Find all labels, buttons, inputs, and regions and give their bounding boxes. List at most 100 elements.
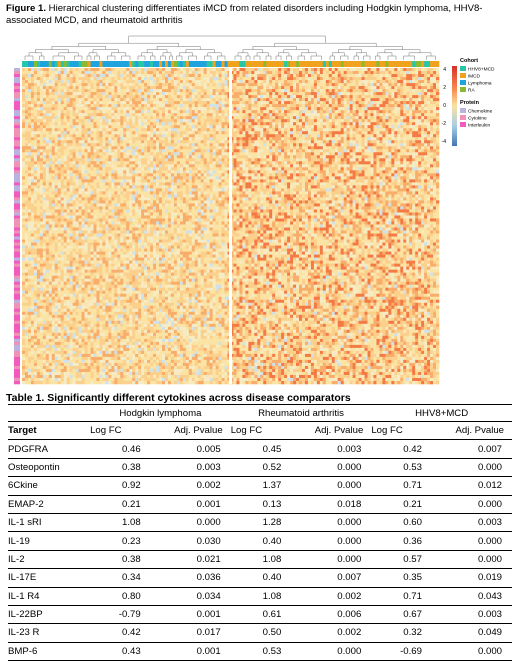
column-dendrogram: [25, 36, 436, 60]
pvalue-cell: 0.002: [283, 624, 371, 642]
logfc-header: Log FC: [371, 422, 424, 440]
logfc-cell: 0.67: [371, 605, 424, 623]
logfc-cell: 0.43: [90, 642, 143, 660]
logfc-cell: 1.08: [231, 587, 284, 605]
pvalue-cell: 0.030: [143, 532, 231, 550]
logfc-cell: 0.61: [231, 605, 284, 623]
pvalue-cell: 0.017: [143, 624, 231, 642]
logfc-cell: 0.32: [371, 624, 424, 642]
pvalue-cell: 0.018: [283, 495, 371, 513]
legend-label-cytokine: Cytokine: [468, 116, 487, 122]
heatmap-figure: Cohort HHV8+MCD iMCD Lymphoma RA 4 2 0 -…: [0, 0, 520, 392]
legend-label-lymphoma: Lymphoma: [468, 81, 492, 87]
logfc-cell: 0.71: [371, 477, 424, 495]
legend-label-chemokine: Chemokine: [468, 109, 493, 115]
pval-header: Adj. Pvalue: [143, 422, 231, 440]
pvalue-cell: 0.000: [283, 550, 371, 568]
cohort-annotation-bar: [22, 61, 439, 67]
logfc-cell: 0.46: [90, 440, 143, 458]
group-header-hodgkin: Hodgkin lymphoma: [90, 405, 231, 422]
target-cell: 6Ckine: [8, 477, 90, 495]
target-cell: IL-1 sRI: [8, 513, 90, 531]
legend-cohort-title: Cohort: [460, 58, 478, 64]
pvalue-cell: 0.034: [143, 587, 231, 605]
legend-swatch-chemokine: [460, 108, 466, 113]
results-table: Hodgkin lymphoma Rheumatoid arthritis HH…: [8, 404, 512, 661]
scale-tick-neg2: -2: [442, 121, 447, 127]
pvalue-cell: 0.001: [143, 495, 231, 513]
pvalue-cell: 0.001: [143, 642, 231, 660]
pvalue-cell: 0.036: [143, 569, 231, 587]
pvalue-cell: 0.000: [424, 532, 512, 550]
logfc-cell: 0.60: [371, 513, 424, 531]
pvalue-cell: 0.002: [283, 587, 371, 605]
logfc-cell: 0.21: [371, 495, 424, 513]
target-cell: EMAP-2: [8, 495, 90, 513]
pvalue-cell: 0.000: [424, 642, 512, 660]
pvalue-cell: 0.007: [424, 440, 512, 458]
pvalue-cell: 0.007: [283, 569, 371, 587]
legend-swatch-interleukin: [460, 122, 466, 127]
pvalue-cell: 0.003: [424, 605, 512, 623]
protein-annotation-bar: [14, 68, 20, 384]
pvalue-cell: 0.000: [283, 513, 371, 531]
logfc-cell: 0.45: [231, 440, 284, 458]
pvalue-cell: 0.005: [143, 440, 231, 458]
logfc-cell: -0.69: [371, 642, 424, 660]
pvalue-cell: 0.043: [424, 587, 512, 605]
legend-label-hhv8: HHV8+MCD: [468, 67, 495, 73]
logfc-cell: 0.23: [90, 532, 143, 550]
logfc-cell: 0.42: [90, 624, 143, 642]
logfc-cell: 1.28: [231, 513, 284, 531]
results-table-container: Hodgkin lymphoma Rheumatoid arthritis HH…: [8, 404, 512, 661]
logfc-cell: 1.08: [231, 550, 284, 568]
pvalue-cell: 0.000: [424, 550, 512, 568]
pvalue-cell: 0.000: [143, 513, 231, 531]
target-cell: IL-2: [8, 550, 90, 568]
pvalue-cell: 0.049: [424, 624, 512, 642]
logfc-header: Log FC: [231, 422, 284, 440]
pval-header: Adj. Pvalue: [283, 422, 371, 440]
target-cell: IL-23 R: [8, 624, 90, 642]
group-header-ra: Rheumatoid arthritis: [231, 405, 372, 422]
pvalue-cell: 0.001: [143, 605, 231, 623]
pvalue-cell: 0.003: [143, 458, 231, 476]
scale-tick-neg4: -4: [442, 139, 447, 145]
target-cell: Osteopontin: [8, 458, 90, 476]
logfc-cell: 0.36: [371, 532, 424, 550]
target-cell: IL-22BP: [8, 605, 90, 623]
scale-tick-2: 2: [443, 85, 446, 91]
logfc-cell: 0.53: [231, 642, 284, 660]
logfc-cell: 0.34: [90, 569, 143, 587]
logfc-cell: 0.21: [90, 495, 143, 513]
pvalue-cell: 0.000: [424, 458, 512, 476]
group-header-hhv8: HHV8+MCD: [371, 405, 512, 422]
pvalue-cell: 0.000: [283, 642, 371, 660]
cluster-split-line: [229, 68, 232, 384]
scale-tick-0: 0: [443, 103, 446, 109]
logfc-header: Log FC: [90, 422, 143, 440]
group-header-empty: [8, 405, 90, 422]
target-cell: BMP-6: [8, 642, 90, 660]
logfc-cell: 1.08: [90, 513, 143, 531]
pvalue-cell: 0.019: [424, 569, 512, 587]
pvalue-cell: 0.000: [283, 532, 371, 550]
logfc-cell: -0.79: [90, 605, 143, 623]
legend-protein-title: Protein: [460, 100, 480, 106]
logfc-cell: 0.42: [371, 440, 424, 458]
pvalue-cell: 0.000: [424, 495, 512, 513]
legend-label-ra: RA: [468, 88, 475, 94]
legend-color-scale: [452, 66, 457, 146]
logfc-cell: 0.92: [90, 477, 143, 495]
